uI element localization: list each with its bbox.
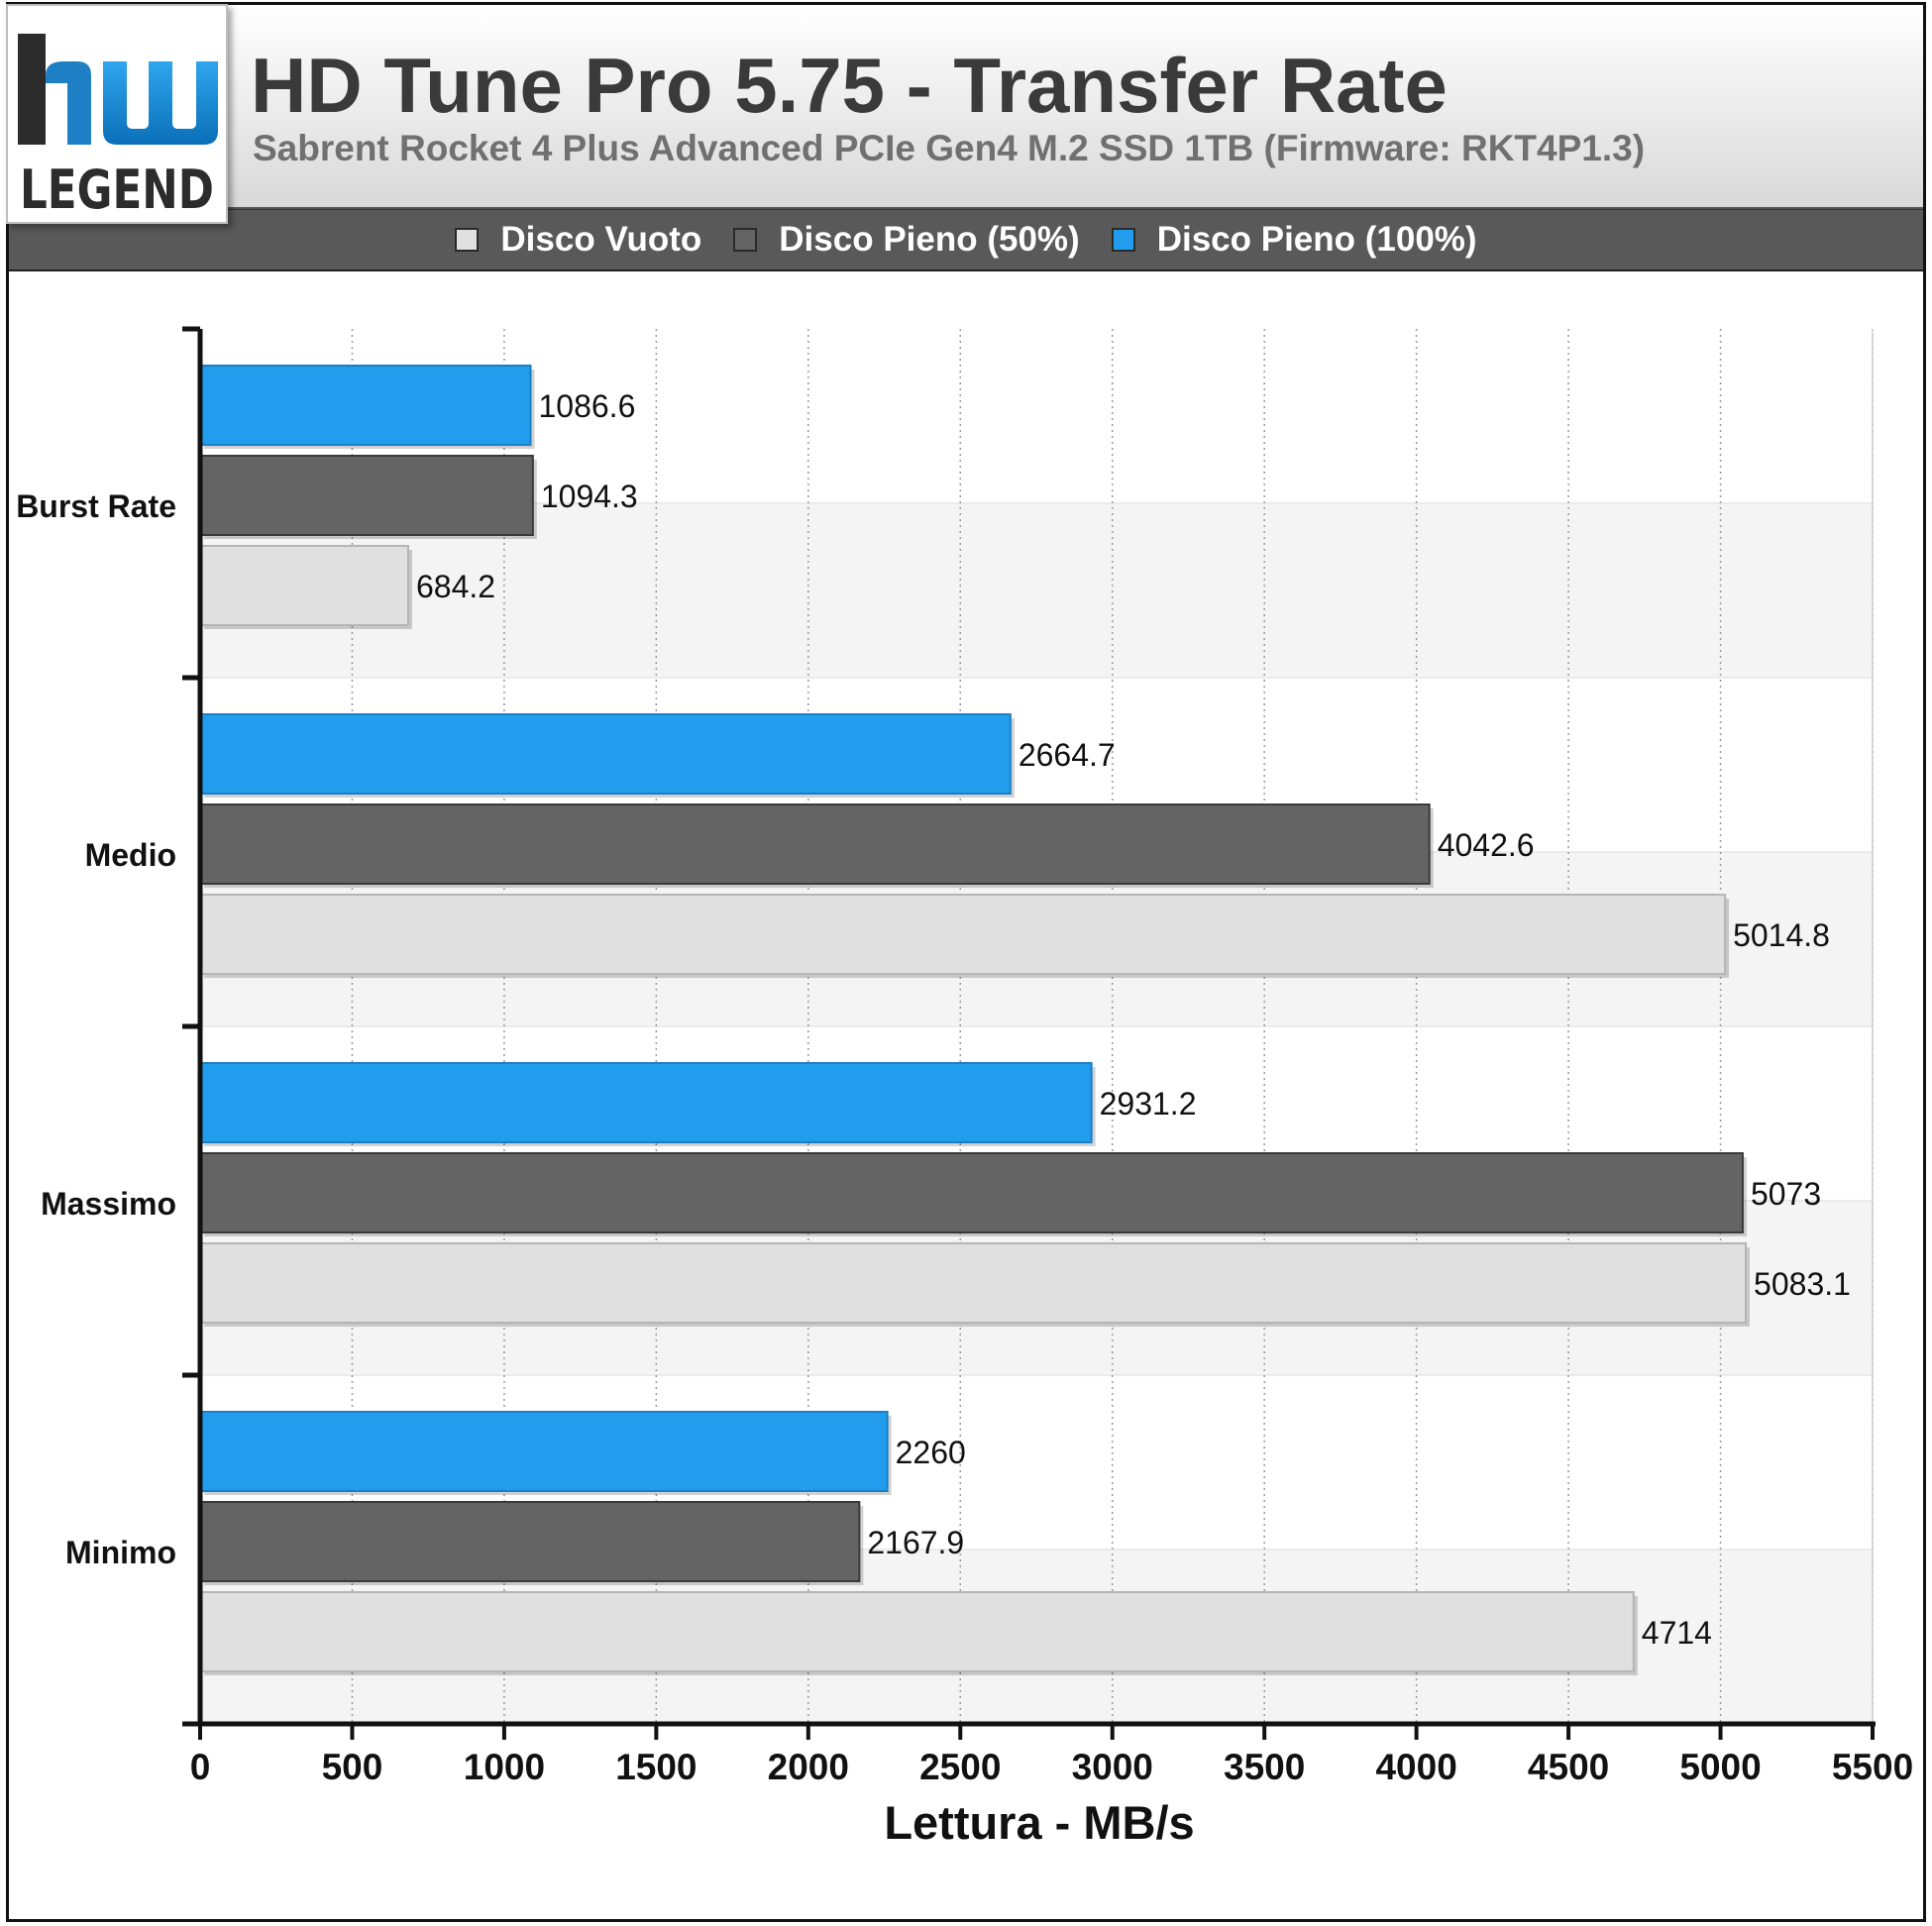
category-label: Burst Rate: [16, 488, 176, 524]
legend-label-disco-pieno-100: Disco Pieno (100%): [1156, 220, 1477, 259]
bar-disco-pieno-50-massimo: [199, 1152, 1744, 1233]
x-axis-title: Lettura - MB/s: [884, 1796, 1194, 1849]
bar-disco-pieno-100-medio: [199, 713, 1012, 795]
x-tick-label: 3500: [1224, 1747, 1305, 1787]
data-label: 2664.7: [1019, 737, 1116, 773]
bar-disco-vuoto-burst-rate: [199, 545, 409, 626]
legend-swatch-disco-pieno-100: [1111, 228, 1135, 252]
category-label: Medio: [85, 837, 176, 873]
bar-disco-pieno-100-minimo: [199, 1411, 889, 1492]
bar-disco-pieno-50-minimo: [199, 1501, 861, 1582]
x-tick-label: 5500: [1832, 1747, 1913, 1787]
bar-disco-vuoto-minimo: [199, 1591, 1635, 1672]
data-label: 2931.2: [1100, 1086, 1197, 1122]
data-label: 5073: [1751, 1176, 1821, 1212]
bar-disco-pieno-50-burst-rate: [199, 455, 534, 536]
data-label: 2260: [896, 1435, 966, 1470]
bar-disco-vuoto-medio: [199, 894, 1727, 975]
chart-subtitle: Sabrent Rocket 4 Plus Advanced PCIe Gen4…: [253, 128, 1646, 168]
category-label: Massimo: [41, 1186, 176, 1222]
legend-label-disco-pieno-50: Disco Pieno (50%): [779, 220, 1080, 259]
data-label: 2167.9: [867, 1525, 964, 1560]
x-tick-label: 4000: [1375, 1747, 1456, 1787]
x-tick-label: 5000: [1679, 1747, 1761, 1787]
chart-legend: Disco Vuoto Disco Pieno (50%) Disco Pien…: [9, 209, 1923, 271]
data-label: 4042.6: [1438, 827, 1535, 863]
data-label: 4714: [1642, 1615, 1712, 1651]
x-tick-label: 2000: [768, 1747, 849, 1787]
chart-header: HD Tune Pro 5.75 - Transfer Rate Sabrent…: [9, 5, 1923, 209]
legend-swatch-disco-pieno-50: [733, 228, 758, 252]
data-label: 1086.6: [538, 388, 635, 424]
x-tick-label: 2500: [919, 1747, 1001, 1787]
logo-hw-mark: [18, 34, 218, 145]
x-tick-label: 1000: [464, 1747, 545, 1787]
site-logo: LEGEND: [6, 4, 228, 224]
x-tick-label: 4500: [1528, 1747, 1609, 1787]
chart-title: HD Tune Pro 5.75 - Transfer Rate: [251, 42, 1448, 129]
legend-item-disco-vuoto: Disco Vuoto: [455, 220, 701, 260]
bar-disco-pieno-100-burst-rate: [199, 365, 532, 446]
logo-wordmark: LEGEND: [20, 159, 214, 221]
data-label: 1094.3: [541, 479, 638, 514]
data-label: 5083.1: [1754, 1266, 1851, 1302]
x-tick-label: 500: [322, 1747, 383, 1787]
legend-item-disco-pieno-50: Disco Pieno (50%): [733, 220, 1080, 260]
data-label: 684.2: [416, 569, 495, 604]
data-label: 5014.8: [1733, 917, 1830, 953]
legend-swatch-disco-vuoto: [455, 228, 480, 252]
legend-label-disco-vuoto: Disco Vuoto: [500, 220, 702, 259]
legend-item-disco-pieno-100: Disco Pieno (100%): [1111, 220, 1477, 260]
category-label: Minimo: [65, 1535, 176, 1570]
logo-graphic: LEGEND: [18, 34, 218, 221]
bar-disco-pieno-50-medio: [199, 803, 1431, 885]
bar-disco-pieno-100-massimo: [199, 1062, 1093, 1143]
x-tick-label: 1500: [615, 1747, 697, 1787]
bar-disco-vuoto-massimo: [199, 1242, 1748, 1324]
x-tick-label: 0: [190, 1747, 211, 1787]
x-tick-label: 3000: [1072, 1747, 1153, 1787]
